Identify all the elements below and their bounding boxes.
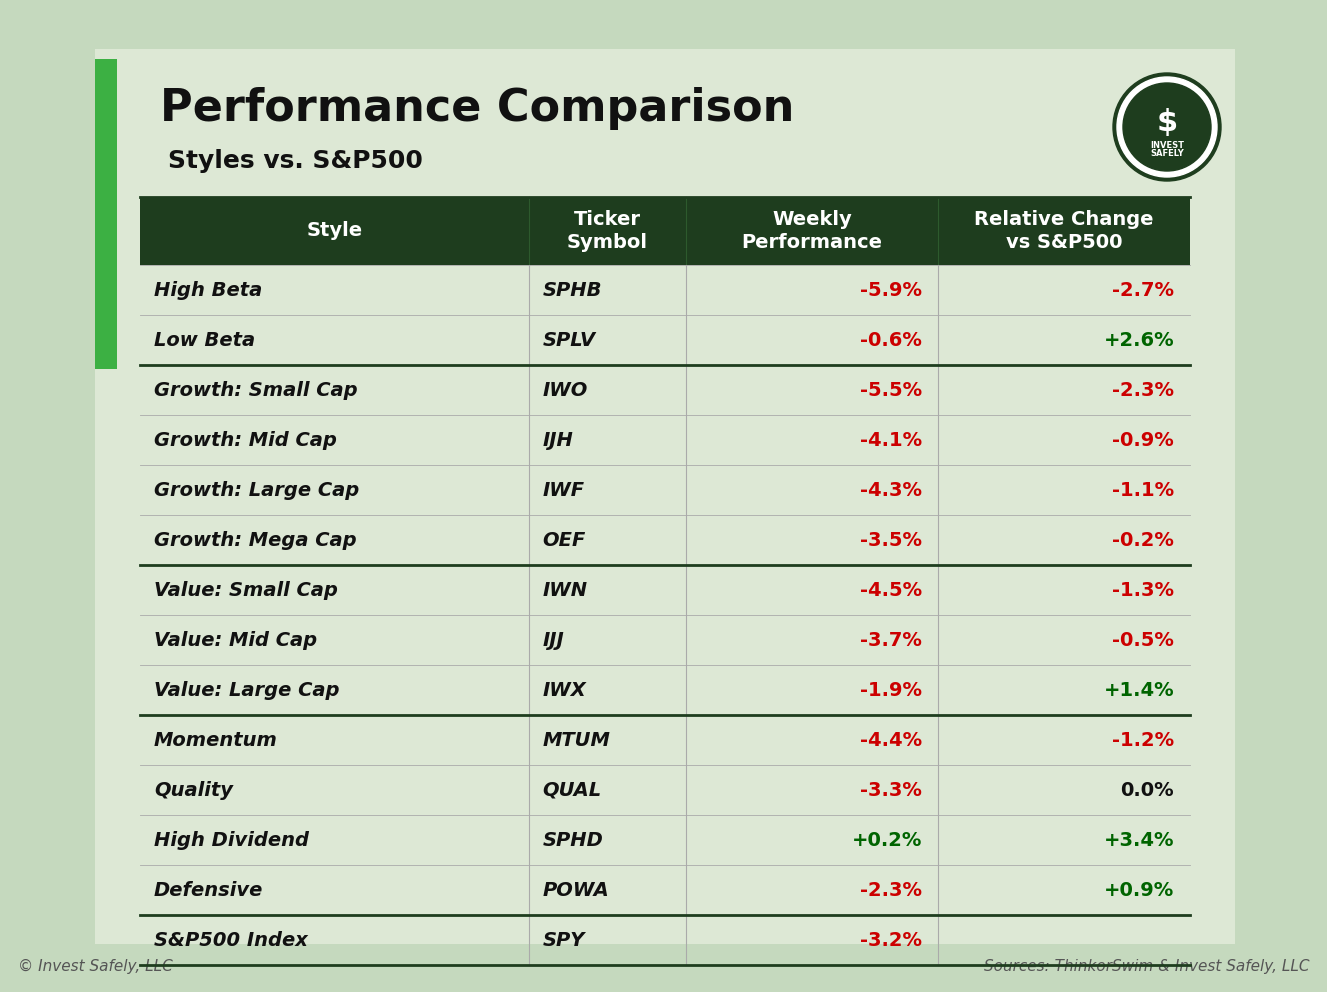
Circle shape: [1137, 97, 1197, 157]
Text: -5.5%: -5.5%: [860, 381, 922, 400]
Text: Value: Mid Cap: Value: Mid Cap: [154, 631, 317, 650]
Text: High Beta: High Beta: [154, 281, 263, 300]
FancyBboxPatch shape: [96, 59, 117, 369]
Text: -4.1%: -4.1%: [860, 431, 922, 449]
Text: Ticker
Symbol: Ticker Symbol: [567, 209, 648, 252]
Text: IJH: IJH: [543, 431, 573, 449]
Text: -5.9%: -5.9%: [860, 281, 922, 300]
Text: SAFELY: SAFELY: [1151, 150, 1184, 159]
Text: SPLV: SPLV: [543, 330, 596, 349]
Text: Weekly
Performance: Weekly Performance: [742, 209, 882, 252]
Circle shape: [1123, 83, 1212, 171]
Text: -0.6%: -0.6%: [860, 330, 922, 349]
Text: -1.9%: -1.9%: [860, 681, 922, 699]
Text: -2.3%: -2.3%: [860, 881, 922, 900]
Text: +2.6%: +2.6%: [1103, 330, 1174, 349]
Text: MTUM: MTUM: [543, 730, 610, 750]
Text: Quality: Quality: [154, 781, 234, 800]
Text: -4.3%: -4.3%: [860, 480, 922, 500]
Text: S&P500 Index: S&P500 Index: [154, 930, 308, 949]
Text: OEF: OEF: [543, 531, 587, 550]
Text: Relative Change
vs S&P500: Relative Change vs S&P500: [974, 209, 1153, 252]
Text: -1.2%: -1.2%: [1112, 730, 1174, 750]
Text: Momentum: Momentum: [154, 730, 277, 750]
Text: -3.7%: -3.7%: [860, 631, 922, 650]
Text: -1.1%: -1.1%: [1112, 480, 1174, 500]
Text: © Invest Safely, LLC: © Invest Safely, LLC: [19, 959, 173, 974]
Text: -3.3%: -3.3%: [860, 781, 922, 800]
Text: SPY: SPY: [543, 930, 585, 949]
Text: SPHB: SPHB: [543, 281, 602, 300]
Text: -3.5%: -3.5%: [860, 531, 922, 550]
Text: -1.3%: -1.3%: [1112, 580, 1174, 599]
Text: +3.4%: +3.4%: [1104, 830, 1174, 849]
Circle shape: [1123, 83, 1212, 171]
Text: Defensive: Defensive: [154, 881, 263, 900]
Text: -2.7%: -2.7%: [1112, 281, 1174, 300]
Text: 0.0%: 0.0%: [1120, 781, 1174, 800]
Text: Growth: Small Cap: Growth: Small Cap: [154, 381, 357, 400]
Text: Style: Style: [307, 221, 362, 240]
Circle shape: [1131, 91, 1204, 163]
Text: Growth: Mega Cap: Growth: Mega Cap: [154, 531, 357, 550]
Text: SPHD: SPHD: [543, 830, 604, 849]
Text: Low Beta: Low Beta: [154, 330, 255, 349]
FancyBboxPatch shape: [141, 197, 1190, 265]
Text: IWX: IWX: [543, 681, 587, 699]
Text: Value: Large Cap: Value: Large Cap: [154, 681, 340, 699]
FancyBboxPatch shape: [96, 49, 1235, 944]
Text: Styles vs. S&P500: Styles vs. S&P500: [169, 149, 423, 173]
Text: Growth: Mid Cap: Growth: Mid Cap: [154, 431, 337, 449]
Text: -4.5%: -4.5%: [860, 580, 922, 599]
Circle shape: [1117, 77, 1217, 177]
Text: +0.2%: +0.2%: [852, 830, 922, 849]
Text: Sources: ThinkorSwim & Invest Safely, LLC: Sources: ThinkorSwim & Invest Safely, LL…: [983, 959, 1308, 974]
Text: -0.2%: -0.2%: [1112, 531, 1174, 550]
Text: -3.2%: -3.2%: [860, 930, 922, 949]
Text: IJJ: IJJ: [543, 631, 564, 650]
Text: $: $: [1156, 108, 1177, 138]
Text: +1.4%: +1.4%: [1103, 681, 1174, 699]
Text: -0.9%: -0.9%: [1112, 431, 1174, 449]
Text: -2.3%: -2.3%: [1112, 381, 1174, 400]
Text: +0.9%: +0.9%: [1104, 881, 1174, 900]
Text: IWO: IWO: [543, 381, 588, 400]
Text: QUAL: QUAL: [543, 781, 601, 800]
Text: IWN: IWN: [543, 580, 588, 599]
Text: -0.5%: -0.5%: [1112, 631, 1174, 650]
Circle shape: [1113, 73, 1221, 181]
Text: INVEST: INVEST: [1151, 141, 1184, 150]
Text: Growth: Large Cap: Growth: Large Cap: [154, 480, 360, 500]
Text: Value: Small Cap: Value: Small Cap: [154, 580, 338, 599]
Text: IWF: IWF: [543, 480, 585, 500]
Text: -4.4%: -4.4%: [860, 730, 922, 750]
Text: High Dividend: High Dividend: [154, 830, 309, 849]
Text: Performance Comparison: Performance Comparison: [161, 87, 795, 130]
Text: POWA: POWA: [543, 881, 609, 900]
